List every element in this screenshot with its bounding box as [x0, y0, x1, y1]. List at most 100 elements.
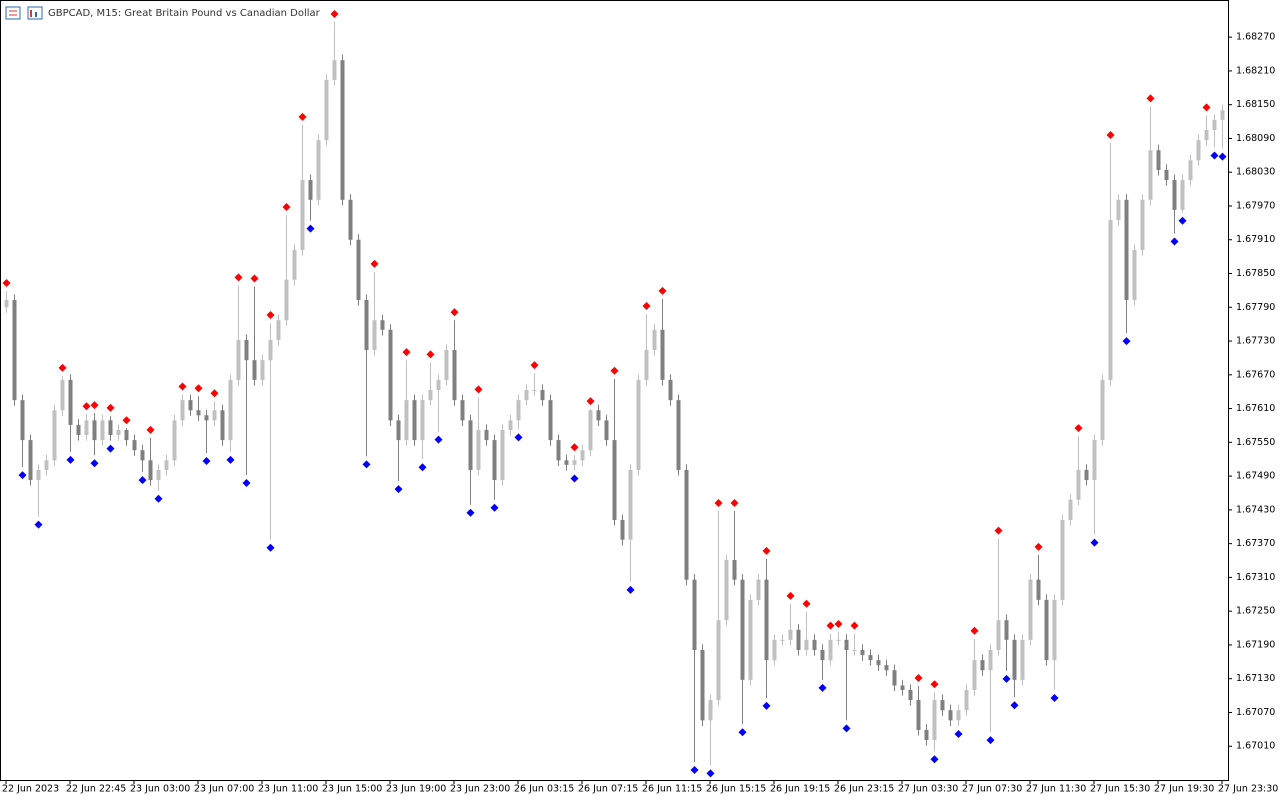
candle-body: [972, 660, 977, 690]
fractal-up: [474, 385, 483, 394]
candle-body: [1132, 249, 1137, 300]
candle-body: [28, 440, 33, 481]
candle-body: [644, 350, 649, 380]
fractal-down: [418, 463, 427, 472]
y-tick-label: 1.67310: [1236, 572, 1275, 583]
candle-body: [540, 390, 545, 401]
candle-body: [460, 400, 465, 421]
candle-body: [684, 469, 689, 580]
y-tick-label: 1.67190: [1236, 639, 1275, 650]
fractal-down: [1170, 237, 1179, 246]
y-tick-label: 1.67070: [1236, 707, 1275, 718]
y-tick-label: 1.67730: [1236, 336, 1275, 347]
candle-body: [1212, 119, 1217, 130]
candle-body: [1148, 150, 1153, 200]
fractal-up: [82, 402, 91, 411]
fractal-up: [370, 259, 379, 268]
fractal-up: [1034, 542, 1043, 551]
candle-body: [676, 400, 681, 470]
fractal-down: [762, 701, 771, 710]
candle-body: [1012, 639, 1017, 680]
candle-body: [188, 400, 193, 411]
candle-body: [932, 700, 937, 741]
candle-body: [428, 390, 433, 401]
fractal-up: [106, 403, 115, 412]
candle-body: [164, 460, 169, 470]
candle-body: [1092, 440, 1097, 481]
fractal-up: [930, 680, 939, 689]
candle-body: [1156, 150, 1161, 170]
candle-body: [524, 390, 529, 401]
candle-body: [948, 710, 953, 721]
fractal-up: [282, 202, 291, 211]
fractal-down: [626, 585, 635, 594]
fractal-down: [66, 455, 75, 464]
candle-body: [788, 629, 793, 640]
candle-body: [852, 650, 857, 651]
x-tick-label: 27 Jun 11:30: [1026, 784, 1086, 795]
fractal-up: [610, 366, 619, 375]
candle-body: [100, 420, 105, 441]
fractal-down: [202, 457, 211, 466]
candle-body: [892, 670, 897, 686]
candle-body: [148, 460, 153, 481]
fractal-down: [818, 683, 827, 692]
candle-body: [564, 460, 569, 465]
candle-body: [1076, 469, 1081, 500]
fractal-up: [994, 526, 1003, 535]
fractal-down: [986, 736, 995, 745]
fractal-down: [490, 503, 499, 512]
x-tick-label: 27 Jun 19:30: [1154, 784, 1214, 795]
icon: [5, 6, 21, 20]
candle-body: [764, 579, 769, 661]
fractal-up: [2, 278, 11, 287]
fractal-down: [18, 471, 27, 480]
candle-body: [692, 579, 697, 650]
candle-body: [444, 350, 449, 380]
candle-body: [604, 420, 609, 441]
fractal-up: [210, 389, 219, 398]
candle-body: [820, 650, 825, 661]
fractal-down: [34, 520, 43, 529]
x-tick-label: 26 Jun 19:15: [770, 784, 830, 795]
candle-body: [916, 700, 921, 730]
candle-body: [964, 689, 969, 711]
candle-body: [420, 400, 425, 441]
candle-body: [172, 420, 177, 461]
fractal-up: [586, 397, 595, 406]
candle-body: [324, 79, 329, 141]
candle-body: [412, 400, 417, 441]
candle-body: [108, 420, 113, 436]
candle-body: [652, 329, 657, 351]
candle-body: [1044, 599, 1049, 661]
y-tick-label: 1.67670: [1236, 369, 1275, 380]
candle-body: [1004, 620, 1009, 640]
candle-body: [596, 410, 601, 421]
candle-body: [484, 429, 489, 441]
fractal-down: [1002, 674, 1011, 683]
candle-body: [1036, 579, 1041, 600]
fractal-up: [714, 498, 723, 507]
candle-body: [1060, 520, 1065, 600]
fractal-down: [690, 765, 699, 774]
candle-body: [772, 639, 777, 661]
x-tick-label: 23 Jun 03:00: [130, 784, 190, 795]
candle-body: [1180, 180, 1185, 210]
candle-body: [76, 424, 81, 436]
candle-body: [228, 379, 233, 441]
candle-body: [492, 440, 497, 481]
candle-body: [332, 60, 337, 80]
candle-body: [1108, 220, 1113, 380]
candle-body: [1140, 199, 1145, 250]
fractal-down: [1010, 701, 1019, 710]
candle-body: [924, 729, 929, 741]
fractal-up: [658, 286, 667, 295]
candle-body: [388, 329, 393, 421]
candle-body: [92, 420, 97, 441]
candle-body: [372, 320, 377, 351]
y-tick-label: 1.68090: [1236, 133, 1275, 144]
candle-body: [1172, 180, 1177, 210]
candle-body: [716, 620, 721, 701]
fractal-down: [514, 433, 523, 442]
candle-body: [796, 629, 801, 650]
